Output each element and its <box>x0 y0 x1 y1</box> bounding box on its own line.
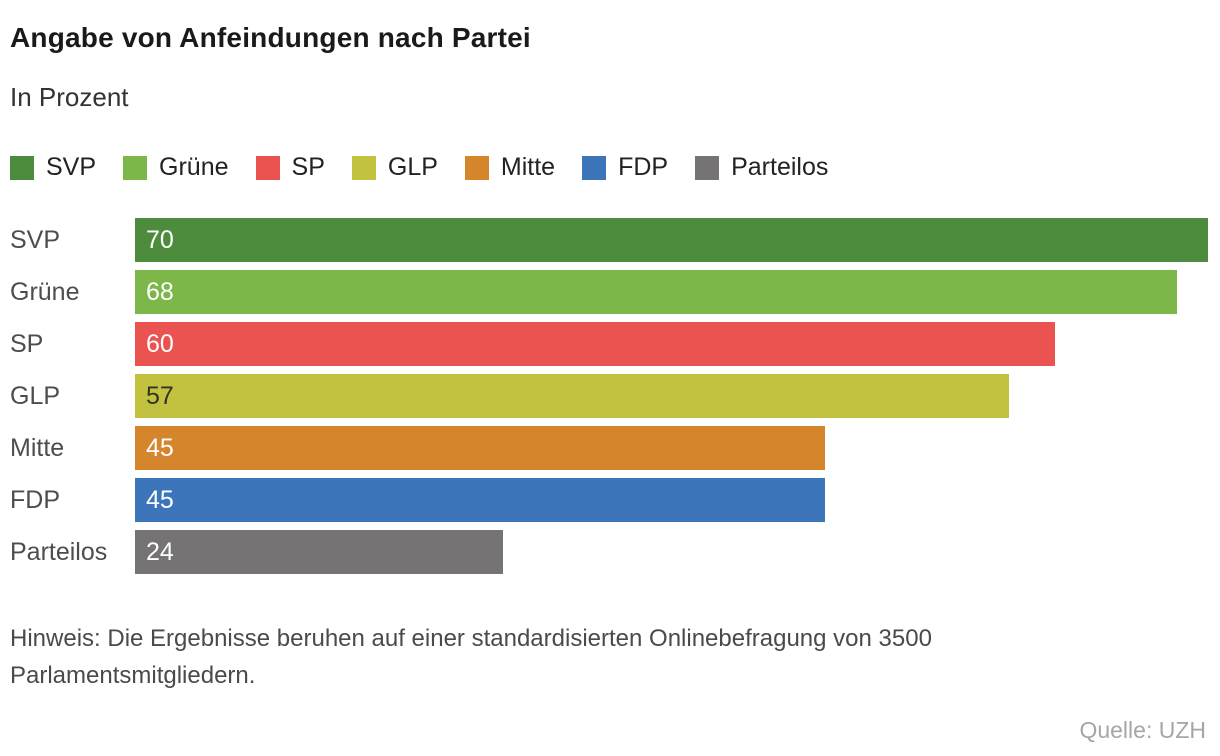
legend-label: Mitte <box>500 153 556 181</box>
bar-value-label: 57 <box>146 381 174 410</box>
bar-track: 45 <box>135 426 1208 470</box>
bar-row: SP 60 <box>10 322 1208 366</box>
bar: 68 <box>135 270 1178 314</box>
legend-label: SP <box>291 153 325 181</box>
bar-row: Parteilos 24 <box>10 530 1208 574</box>
bar-track: 24 <box>135 530 1208 574</box>
chart-note: Hinweis: Die Ergebnisse beruhen auf eine… <box>10 625 932 690</box>
legend-swatch <box>464 155 489 180</box>
legend-swatch <box>695 155 720 180</box>
legend-item: SP <box>255 153 325 182</box>
legend-swatch <box>255 155 280 180</box>
bar-track: 70 <box>135 218 1208 262</box>
bar-value-label: 60 <box>146 329 174 358</box>
bar-value-label: 68 <box>146 277 174 306</box>
category-label: Mitte <box>10 433 65 462</box>
legend-swatch <box>123 155 148 180</box>
bar-value-label: 70 <box>146 225 174 254</box>
legend-item: GLP <box>351 153 438 182</box>
bar-row: Mitte 45 <box>10 426 1208 470</box>
bar-row: SVP 70 <box>10 218 1208 262</box>
bar: 60 <box>135 322 1055 366</box>
bar-track: 60 <box>135 322 1208 366</box>
bar-value-label: 24 <box>146 537 174 566</box>
legend-swatch <box>582 155 607 180</box>
bar-track: 68 <box>135 270 1208 314</box>
legend-label: SVP <box>46 153 97 181</box>
bar-row: FDP 45 <box>10 478 1208 522</box>
bar: 70 <box>135 218 1208 262</box>
legend-item: Parteilos <box>695 153 828 182</box>
bar-value-label: 45 <box>146 433 174 462</box>
bar-track: 45 <box>135 478 1208 522</box>
legend-label: Parteilos <box>731 153 829 181</box>
chart-source: Quelle: UZH <box>1079 717 1206 743</box>
legend: SVP Grüne SP GLP Mitte FDP Parteilos <box>10 153 1208 182</box>
legend-swatch <box>10 155 34 180</box>
category-label: GLP <box>10 381 61 410</box>
bar: 45 <box>135 478 825 522</box>
category-label: Parteilos <box>10 537 108 566</box>
legend-item: SVP <box>10 153 96 182</box>
chart-subtitle: In Prozent <box>10 82 129 112</box>
legend-item: FDP <box>582 153 668 182</box>
legend-item: Grüne <box>123 153 229 182</box>
chart-title: Angabe von Anfeindungen nach Partei <box>10 22 531 53</box>
legend-swatch <box>351 155 376 180</box>
bar: 45 <box>135 426 825 470</box>
category-label: FDP <box>10 485 60 514</box>
bar-row: Grüne 68 <box>10 270 1208 314</box>
category-label: Grüne <box>10 277 80 306</box>
category-label: SP <box>10 329 44 358</box>
bar-value-label: 45 <box>146 485 174 514</box>
bar: 57 <box>135 374 1009 418</box>
bar-track: 57 <box>135 374 1208 418</box>
bar: 24 <box>135 530 503 574</box>
bar-chart: SVP 70 Grüne 68 SP 60 GLP 57 Mitte 45 FDP 45 Parteil… <box>10 218 1208 574</box>
category-label: SVP <box>10 225 61 254</box>
legend-item: Mitte <box>464 153 556 182</box>
legend-label: FDP <box>618 153 669 181</box>
legend-label: Grüne <box>159 153 229 181</box>
legend-label: GLP <box>387 153 438 181</box>
bar-row: GLP 57 <box>10 374 1208 418</box>
